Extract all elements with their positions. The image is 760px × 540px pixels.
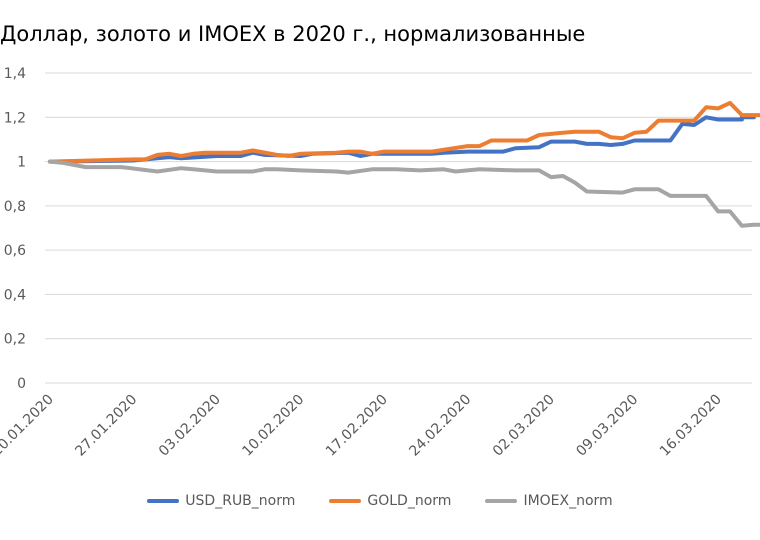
series-line-USD_RUB_norm xyxy=(48,115,756,164)
x-tick-label: 03.02.2020 xyxy=(156,392,224,460)
x-tick-label: 20.01.2020 xyxy=(0,392,57,460)
legend: USD_RUB_norm GOLD_norm IMOEX_norm xyxy=(0,493,760,509)
y-tick-label: 0,2 xyxy=(4,332,26,348)
x-tick-label: 16.03.2020 xyxy=(657,392,725,460)
series-line-GOLD_norm xyxy=(48,100,760,164)
legend-item-gold: GOLD_norm xyxy=(329,493,451,509)
legend-item-imoex: IMOEX_norm xyxy=(485,493,613,509)
y-tick-label: 1,2 xyxy=(4,110,26,126)
legend-label: GOLD_norm xyxy=(367,493,452,509)
y-tick-label: 0,6 xyxy=(4,243,26,259)
legend-swatch xyxy=(329,499,362,503)
y-tick-label: 0,4 xyxy=(4,287,26,303)
y-tick-label: 1 xyxy=(17,155,26,171)
x-tick-label: 09.03.2020 xyxy=(573,392,641,460)
x-tick-label: 10.02.2020 xyxy=(239,392,307,460)
y-tick-label: 0,8 xyxy=(4,199,26,215)
y-tick-label: 1,4 xyxy=(4,66,26,82)
legend-label: USD_RUB_norm xyxy=(185,493,296,509)
x-tick-label: 27.01.2020 xyxy=(72,392,140,460)
y-tick-label: 0 xyxy=(17,376,26,392)
x-tick-label: 17.02.2020 xyxy=(323,392,391,460)
legend-swatch xyxy=(485,499,518,503)
legend-item-usd: USD_RUB_norm xyxy=(147,493,295,509)
x-tick-label: 02.03.2020 xyxy=(490,392,558,460)
chart-title: Доллар, золото и IMOEX в 2020 г., нормал… xyxy=(0,22,586,46)
legend-swatch xyxy=(147,499,180,503)
series-line-IMOEX_norm xyxy=(48,159,760,228)
legend-label: IMOEX_norm xyxy=(523,493,613,509)
x-tick-label: 24.02.2020 xyxy=(406,392,474,460)
